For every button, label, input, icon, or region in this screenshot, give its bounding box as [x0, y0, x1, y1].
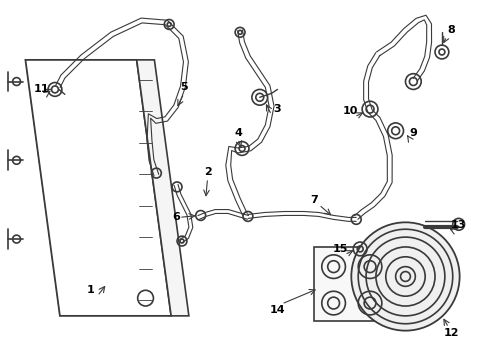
Circle shape [350, 222, 459, 330]
Text: 7: 7 [309, 195, 317, 205]
Text: 12: 12 [443, 328, 459, 338]
Polygon shape [25, 60, 171, 316]
Text: 15: 15 [332, 244, 347, 254]
Text: 6: 6 [172, 212, 180, 222]
Text: 11: 11 [33, 84, 49, 94]
Text: 5: 5 [180, 82, 187, 93]
Text: 3: 3 [273, 104, 281, 114]
Text: 8: 8 [446, 25, 454, 35]
Bar [313, 247, 392, 321]
Text: 10: 10 [342, 106, 357, 116]
Text: 2: 2 [203, 167, 211, 177]
Text: 1: 1 [86, 285, 94, 295]
Text: 13: 13 [450, 220, 466, 230]
Text: 14: 14 [269, 305, 285, 315]
Polygon shape [137, 60, 188, 316]
Text: 4: 4 [234, 128, 242, 138]
Text: 9: 9 [408, 128, 416, 138]
